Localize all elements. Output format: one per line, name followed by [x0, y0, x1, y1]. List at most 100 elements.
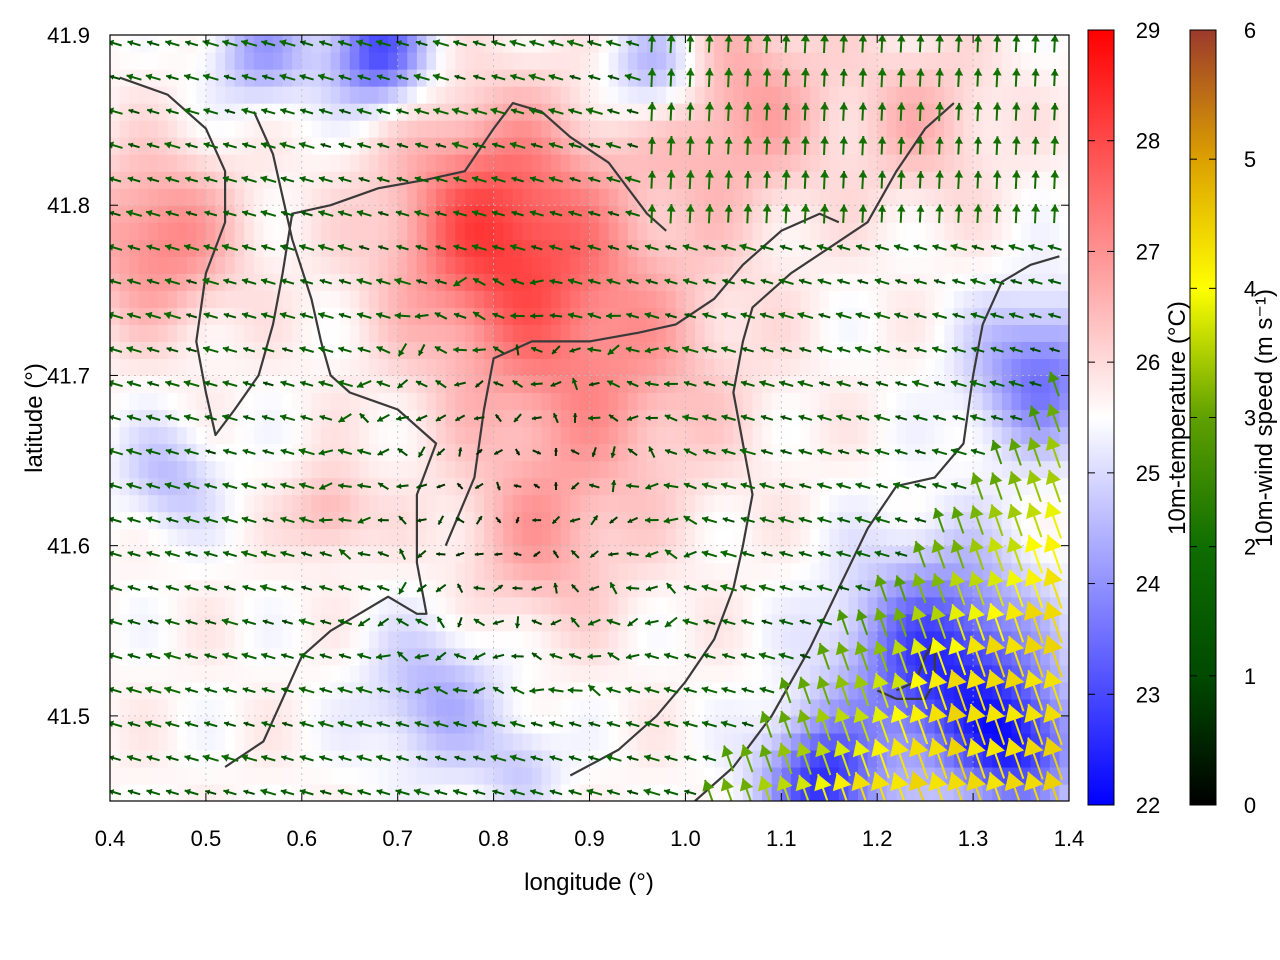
heat-cell: [618, 698, 629, 717]
heat-cell: [742, 358, 754, 377]
heat-cell: [963, 205, 974, 223]
heat-cell: [119, 681, 130, 700]
heat-cell: [810, 171, 821, 189]
heat-cell: [694, 426, 706, 445]
heat-cell: [992, 86, 1003, 104]
wind-arrow: [491, 720, 506, 728]
heat-cell: [1021, 596, 1032, 615]
heat-cell: [656, 273, 667, 291]
heat-cell: [579, 426, 591, 445]
heat-cell: [445, 52, 456, 70]
heat-cell: [1049, 256, 1061, 274]
heat-cell: [675, 630, 686, 649]
heat-cell: [205, 460, 217, 479]
heat-cell: [273, 205, 284, 223]
heat-cell: [963, 494, 974, 513]
heat-cell: [1001, 579, 1013, 598]
heat-cell: [781, 732, 792, 751]
heat-cell: [464, 783, 476, 801]
heat-cell: [445, 647, 456, 666]
heat-cell: [1001, 307, 1013, 325]
wind-arrow: [299, 312, 314, 319]
heat-cell: [800, 86, 811, 104]
heat-cell: [464, 511, 476, 530]
wind-arrow: [125, 209, 143, 217]
heat-cell: [177, 749, 188, 768]
heat-cell: [215, 375, 226, 394]
heat-cell: [1030, 256, 1041, 274]
heat-cell: [551, 392, 562, 411]
wind-arrow: [472, 652, 486, 661]
heat-cell: [742, 154, 754, 172]
heat-cell: [1059, 205, 1069, 223]
heat-cell: [253, 647, 265, 666]
heat-cell: [771, 630, 782, 649]
wind-arrow: [355, 686, 373, 694]
heat-cell: [915, 426, 926, 445]
heat-cell: [330, 239, 341, 257]
heat-cell: [426, 392, 437, 411]
heat-cell: [570, 664, 581, 683]
heat-cell: [771, 341, 782, 360]
heat-cell: [215, 341, 226, 360]
heat-cell: [349, 681, 360, 700]
heat-cell: [292, 732, 303, 751]
heat-cell: [579, 749, 591, 768]
heat-cell: [311, 562, 322, 581]
heat-cell: [781, 698, 792, 717]
heat-cell: [685, 596, 696, 615]
heat-cell: [541, 375, 552, 394]
heat-cell: [263, 222, 274, 240]
heat-cell: [522, 749, 533, 768]
heat-cell: [771, 528, 782, 547]
heat-cell: [867, 443, 878, 462]
wind-arrow: [454, 381, 466, 387]
heat-cell: [896, 222, 907, 240]
heat-cell: [119, 613, 130, 632]
wind-arrow: [146, 788, 161, 796]
heat-cell: [714, 290, 725, 308]
heat-cell: [992, 392, 1003, 411]
heat-cell: [752, 188, 763, 206]
heat-cell: [522, 341, 533, 360]
heat-cell: [301, 630, 312, 649]
wind-arrow: [203, 107, 219, 115]
heat-cell: [925, 732, 936, 751]
heat-cell: [225, 392, 236, 411]
heat-cell: [627, 86, 639, 104]
heat-cell: [340, 256, 351, 274]
heat-cell: [196, 35, 207, 53]
heat-cell: [541, 443, 552, 462]
heat-cell: [599, 426, 610, 445]
heat-cell: [637, 749, 648, 768]
wind-arrow: [110, 652, 123, 660]
heat-cell: [416, 630, 428, 649]
heat-cell: [579, 698, 591, 717]
heat-cell: [234, 630, 245, 649]
heat-cell: [1049, 392, 1061, 411]
heat-cell: [426, 239, 437, 257]
heat-cell: [273, 647, 284, 666]
heat-cell: [982, 647, 993, 666]
heat-cell: [560, 443, 571, 462]
heat-cell: [455, 290, 466, 308]
heat-cell: [599, 732, 610, 751]
heat-cell: [656, 596, 667, 615]
heat-cell: [944, 392, 955, 411]
heat-cell: [647, 494, 658, 513]
heat-cell: [905, 409, 917, 428]
heat-cell: [752, 664, 763, 683]
heat-cell: [1030, 188, 1041, 206]
heat-cell: [685, 86, 696, 104]
heat-cell: [656, 460, 667, 479]
heat-cell: [733, 273, 744, 291]
heat-cell: [714, 477, 725, 496]
wind-arrow: [433, 720, 449, 728]
heat-cell: [177, 205, 188, 223]
heat-cell: [608, 392, 619, 411]
heat-cell: [368, 273, 380, 291]
heat-cell: [934, 766, 945, 785]
heat-cell: [733, 290, 744, 308]
wind-arrow: [492, 653, 505, 660]
heat-cell: [1030, 290, 1041, 308]
